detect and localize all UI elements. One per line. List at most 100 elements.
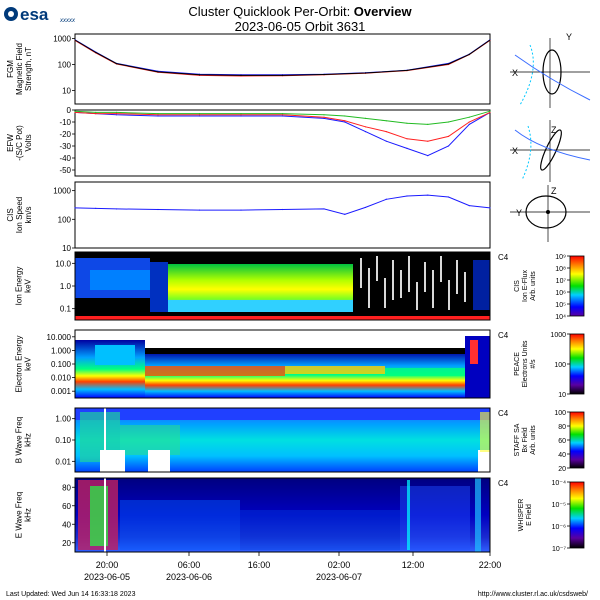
efw-series-point — [427, 123, 429, 125]
cis-series-point — [364, 206, 367, 209]
staff-frame — [74, 407, 491, 473]
whisper-colorbar-tick-label: 10⁻⁴ — [552, 480, 567, 487]
whisper-frame — [74, 477, 491, 553]
cis-energy-colorbar-title: CIS Ion E-Flux Arb. units — [514, 270, 537, 302]
fgm-ylabel-line: Magnetic Field — [15, 43, 24, 95]
staff-ytick-label: 1.00 — [55, 415, 71, 424]
whisper-ylabel: E Wave Freq kHz — [15, 492, 33, 538]
efw-series-point — [489, 111, 491, 113]
time-tick-label: 22:00 — [479, 560, 502, 570]
efw-series-point — [157, 115, 159, 117]
whisper-ytick-label: 60 — [62, 502, 71, 511]
time-tick-label: 20:00 — [96, 560, 119, 570]
date-label: 2023-06-05 — [84, 572, 130, 582]
staff-colorbar-tick-label: 40 — [558, 452, 566, 459]
cis-series-point — [115, 208, 118, 210]
cis-energy-colorbar-title-line: Ion E-Flux — [522, 270, 529, 302]
fgm-series-point — [406, 69, 408, 72]
fgm-ylabel-line: Strength, nT — [24, 47, 33, 91]
efw-series-point — [198, 113, 201, 115]
cis-ytick-label: 100 — [58, 215, 72, 224]
cis-series-point — [468, 205, 470, 207]
efw-series-point — [95, 111, 97, 113]
peace-ylabel: Electron Energy keV — [15, 336, 33, 393]
efw-series-point — [385, 140, 387, 142]
cis-series-point — [427, 194, 429, 196]
staff-colorbar-tick-label: 60 — [558, 438, 566, 445]
efw-series-line — [74, 110, 491, 125]
efw-series-point — [323, 116, 325, 118]
efw-series-point — [427, 155, 429, 157]
esa-logo: esa xxxxx — [4, 5, 76, 24]
whisper-colorbar-title-line: WHISPER — [518, 499, 525, 532]
time-tick-label: 02:00 — [328, 560, 351, 570]
efw-series-point — [364, 131, 367, 133]
cis-energy-colorbar-tick-label: 10⁸ — [555, 266, 566, 273]
efw-series-point — [344, 121, 346, 123]
efw-series-point — [157, 113, 159, 115]
peace-sc-label: C4 — [498, 331, 509, 340]
staff-ylabel-line: B Wave Freq — [15, 417, 24, 463]
peace-ylabel-line: keV — [24, 356, 33, 370]
cis-energy-colorbar-tick-label: 10⁵ — [555, 302, 566, 309]
source-url[interactable]: http://www.cluster.rl.ac.uk/csdsweb/ — [478, 591, 588, 598]
orbit-label-3: Z — [551, 125, 557, 135]
fgm-series-point — [364, 72, 367, 74]
efw-series-point — [157, 114, 159, 116]
cis-frame — [74, 181, 491, 249]
cis-series-point — [157, 208, 159, 211]
peace-colorbar-tick-label: 10 — [558, 392, 566, 399]
whisper-ytick-label: 20 — [62, 539, 71, 548]
efw-series-point — [385, 120, 387, 122]
peace-ytick-label: 10.000 — [47, 333, 72, 342]
efw-series-point — [323, 114, 325, 116]
orbit-label-5: Z — [551, 186, 557, 196]
cis-ylabel-line: km/s — [24, 207, 33, 224]
staff-ytick-label: 0.01 — [55, 457, 71, 466]
fgm-series-point — [95, 51, 97, 54]
time-tick-label: 16:00 — [248, 560, 271, 570]
efw-series-point — [115, 113, 118, 115]
efw-frame — [74, 109, 491, 177]
efw-series-point — [240, 114, 242, 116]
peace-colorbar-title-line: Electrons Units — [522, 340, 529, 388]
cis-series-point — [385, 198, 387, 200]
whisper-colorbar-tick-label: 10⁻⁵ — [552, 502, 566, 509]
peace-ytick-label: 0.001 — [51, 387, 72, 396]
time-tick-label: 12:00 — [402, 560, 425, 570]
fgm-ylabel-line: FGM — [6, 60, 15, 78]
whisper-ytick-label: 80 — [62, 483, 71, 492]
efw-series-point — [198, 115, 201, 117]
cis-ytick-label: 10 — [62, 244, 71, 253]
last-updated: Last Updated: Wed Jun 14 16:33:18 2023 — [6, 591, 136, 598]
whisper-colorbar-tick-label: 10⁻⁷ — [552, 546, 566, 553]
efw-series-line — [74, 111, 491, 157]
cis-series-point — [240, 209, 242, 211]
staff-sc-label: C4 — [498, 409, 509, 418]
date-label: 2023-06-07 — [316, 572, 362, 582]
cis-series-point — [406, 195, 408, 197]
efw-series-point — [447, 145, 450, 147]
orbit-plots: Y X Z X Z Y — [510, 32, 591, 242]
efw-series-point — [447, 121, 450, 123]
fgm-series-point — [489, 39, 491, 41]
staff-colorbar-tick-label: 80 — [558, 424, 566, 431]
cis-series-point — [198, 209, 201, 211]
whisper-ylabel-line: E Wave Freq — [15, 492, 24, 538]
spectrogram-images — [75, 252, 490, 552]
staff-colorbar-title-line: Arb. units — [530, 425, 537, 455]
fgm-series-point — [115, 63, 118, 65]
efw-series-point — [468, 123, 470, 125]
peace-ytick-label: 1.000 — [51, 346, 72, 355]
whisper-ylabel-line: kHz — [24, 508, 33, 522]
cis-series-line — [74, 194, 491, 215]
staff-colorbar-title-line: STAFF SA — [514, 423, 521, 456]
efw-series-point — [427, 140, 429, 142]
efw-ylabel-line: Volts — [24, 134, 33, 151]
cis-energy-ylabel-line: keV — [24, 278, 33, 292]
orbit-ellipse-1 — [542, 49, 562, 95]
efw-ylabel: EFW -(S/C Pot) Volts — [6, 125, 33, 161]
efw-series-point — [468, 116, 470, 118]
efw-ylabel-line: EFW — [6, 134, 15, 152]
